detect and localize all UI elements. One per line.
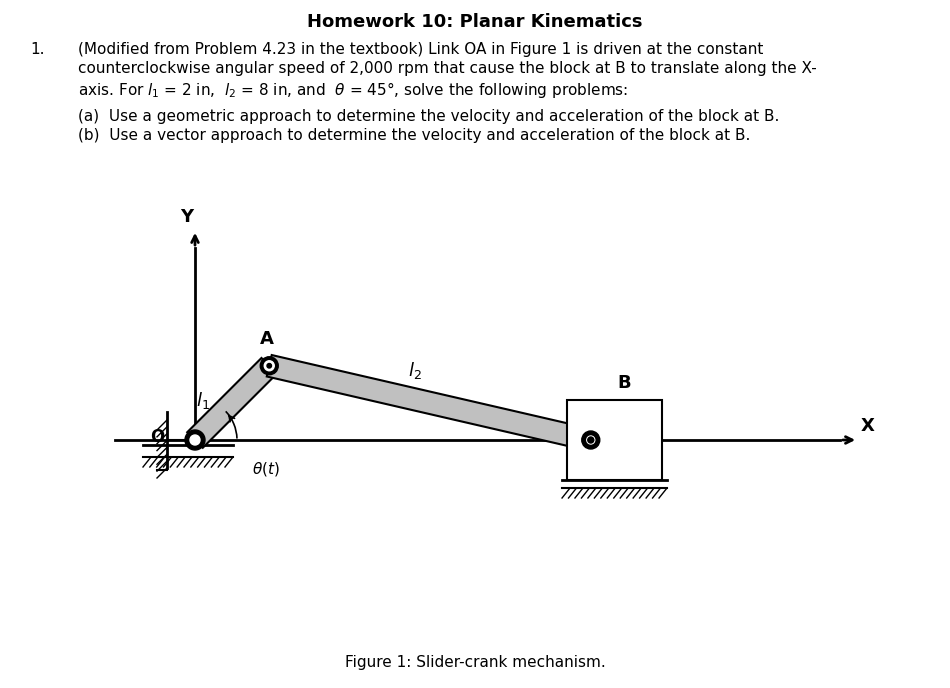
Circle shape <box>260 357 278 375</box>
Text: A: A <box>260 330 275 347</box>
Text: Homework 10: Planar Kinematics: Homework 10: Planar Kinematics <box>307 13 643 31</box>
Circle shape <box>190 435 200 445</box>
Circle shape <box>185 430 205 450</box>
Circle shape <box>588 437 594 443</box>
Circle shape <box>267 363 272 368</box>
Text: axis. For $l_1$ = 2 in,  $l_2$ = 8 in, and  $\theta$ = 45°, solve the following : axis. For $l_1$ = 2 in, $l_2$ = 8 in, an… <box>78 80 628 100</box>
Polygon shape <box>187 358 277 448</box>
Text: (a)  Use a geometric approach to determine the velocity and acceleration of the : (a) Use a geometric approach to determin… <box>78 109 779 124</box>
Polygon shape <box>267 355 593 451</box>
Text: $l_2$: $l_2$ <box>408 360 422 381</box>
Bar <box>567 400 662 480</box>
Text: (Modified from Problem 4.23 in the textbook) Link OA in Figure 1 is driven at th: (Modified from Problem 4.23 in the textb… <box>78 42 764 57</box>
Text: O: O <box>150 428 164 446</box>
Text: $\theta(t)$: $\theta(t)$ <box>252 460 280 478</box>
Circle shape <box>264 361 275 371</box>
Text: Y: Y <box>180 208 194 226</box>
Text: (b)  Use a vector approach to determine the velocity and acceleration of the blo: (b) Use a vector approach to determine t… <box>78 128 750 143</box>
Text: X: X <box>861 417 875 435</box>
Text: Figure 1: Slider-crank mechanism.: Figure 1: Slider-crank mechanism. <box>345 655 605 670</box>
Circle shape <box>587 436 595 444</box>
Text: B: B <box>618 374 631 392</box>
Text: 1.: 1. <box>30 42 45 57</box>
Text: $l_1$: $l_1$ <box>197 390 210 411</box>
Text: counterclockwise angular speed of 2,000 rpm that cause the block at B to transla: counterclockwise angular speed of 2,000 … <box>78 61 817 76</box>
Circle shape <box>581 431 599 449</box>
